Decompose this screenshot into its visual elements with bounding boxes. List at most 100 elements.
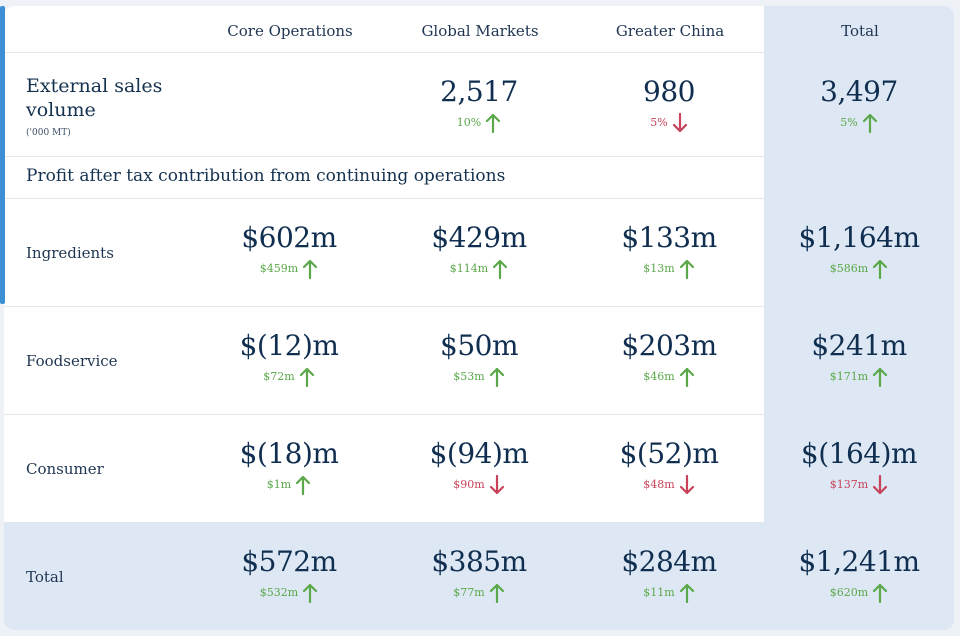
cell-value: $(94)m <box>429 437 529 470</box>
cell-value: $(164)m <box>800 437 918 470</box>
total-cell: $284m $11m <box>574 546 764 604</box>
arrow-up-icon <box>679 582 695 604</box>
arrow-up-icon <box>302 258 318 280</box>
sales-total-cell: 3,497 5% <box>764 76 954 134</box>
cell-change: $137m <box>764 474 954 496</box>
total-cell: $572m $532m <box>194 546 384 604</box>
arrow-down-icon <box>679 474 695 496</box>
cell-value: $241m <box>811 329 907 362</box>
arrow-down-icon <box>872 474 888 496</box>
header-core-operations: Core Operations <box>227 22 353 40</box>
sales-volume-label: External sales volume <box>26 75 163 121</box>
change-text: $13m <box>643 262 675 275</box>
divider <box>4 414 764 415</box>
header-global-markets: Global Markets <box>421 22 539 40</box>
arrow-up-icon <box>489 366 505 388</box>
ingredients-cell: $1,164m $586m <box>764 222 954 280</box>
foodservice-cell: $50m $53m <box>384 330 574 388</box>
consumer-cell: $(94)m $90m <box>384 438 574 496</box>
total-cell: $385m $77m <box>384 546 574 604</box>
change-text: $114m <box>449 262 489 275</box>
arrow-up-icon <box>299 366 315 388</box>
cell-value: $602m <box>241 221 337 254</box>
arrow-up-icon <box>872 366 888 388</box>
change-text: $90m <box>453 478 485 491</box>
header-greater-china: Greater China <box>615 22 725 40</box>
arrow-up-icon <box>679 366 695 388</box>
total-row-bg <box>4 522 954 630</box>
arrow-down-icon <box>489 474 505 496</box>
consumer-cell: $(18)m $1m <box>194 438 384 496</box>
cell-change: $459m <box>194 258 384 280</box>
change-text: $53m <box>453 370 485 383</box>
accent-bar <box>0 6 5 304</box>
change-text: $77m <box>453 586 485 599</box>
ingredients-cell: $429m $114m <box>384 222 574 280</box>
sales-global-cell: 2,517 10% <box>384 76 574 134</box>
arrow-up-icon <box>872 258 888 280</box>
change-text: $72m <box>263 370 295 383</box>
sales-china-cell: 980 5% <box>574 76 764 134</box>
cell-change: $72m <box>194 366 384 388</box>
foodservice-cell: $(12)m $72m <box>194 330 384 388</box>
change-text: $532m <box>259 586 299 599</box>
cell-value: $(12)m <box>239 329 339 362</box>
cell-value: $429m <box>431 221 527 254</box>
arrow-up-icon <box>485 112 501 134</box>
sales-china-change: 5% <box>574 112 764 134</box>
arrow-up-icon <box>872 582 888 604</box>
total-cell: $1,241m $620m <box>764 546 954 604</box>
arrow-up-icon <box>862 112 878 134</box>
cell-value: $1,164m <box>798 221 920 254</box>
cell-value: $(52)m <box>619 437 719 470</box>
divider <box>4 306 764 307</box>
cell-value: $203m <box>621 329 717 362</box>
row-label-foodservice: Foodservice <box>26 352 118 370</box>
arrow-up-icon <box>295 474 311 496</box>
divider <box>4 156 764 157</box>
change-text: $459m <box>259 262 299 275</box>
row-label-ingredients: Ingredients <box>26 244 114 262</box>
sales-total-change: 5% <box>764 112 954 134</box>
arrow-down-icon <box>672 112 688 134</box>
sales-volume-unit: ('000 MT) <box>26 128 71 138</box>
cell-change: $1m <box>194 474 384 496</box>
divider <box>4 198 764 199</box>
cell-value: $50m <box>440 329 519 362</box>
change-text: $1m <box>266 478 292 491</box>
cell-value: $(18)m <box>239 437 339 470</box>
arrow-up-icon <box>302 582 318 604</box>
cell-change: $532m <box>194 582 384 604</box>
change-text: 5% <box>840 116 858 129</box>
change-text: $11m <box>643 586 675 599</box>
arrow-up-icon <box>489 582 505 604</box>
change-text: 10% <box>456 116 482 129</box>
cell-change: $13m <box>574 258 764 280</box>
change-text: $171m <box>829 370 869 383</box>
foodservice-cell: $241m $171m <box>764 330 954 388</box>
sales-china-value: 980 <box>643 75 695 108</box>
cell-change: $90m <box>384 474 574 496</box>
section-title: Profit after tax contribution from conti… <box>26 166 506 186</box>
cell-change: $586m <box>764 258 954 280</box>
arrow-up-icon <box>492 258 508 280</box>
cell-change: $46m <box>574 366 764 388</box>
arrow-up-icon <box>679 258 695 280</box>
divider <box>4 52 764 53</box>
change-text: $620m <box>829 586 869 599</box>
change-text: $586m <box>829 262 869 275</box>
cell-change: $114m <box>384 258 574 280</box>
cell-change: $620m <box>764 582 954 604</box>
cell-value: $133m <box>621 221 717 254</box>
ingredients-cell: $602m $459m <box>194 222 384 280</box>
cell-value: $1,241m <box>798 545 920 578</box>
foodservice-cell: $203m $46m <box>574 330 764 388</box>
results-table: Core Operations Global Markets Greater C… <box>4 6 954 630</box>
row-label-consumer: Consumer <box>26 460 104 478</box>
sales-total-value: 3,497 <box>820 75 898 108</box>
cell-value: $385m <box>431 545 527 578</box>
consumer-cell: $(52)m $48m <box>574 438 764 496</box>
cell-value: $284m <box>621 545 717 578</box>
sales-global-value: 2,517 <box>440 75 518 108</box>
header-total: Total <box>841 22 879 40</box>
